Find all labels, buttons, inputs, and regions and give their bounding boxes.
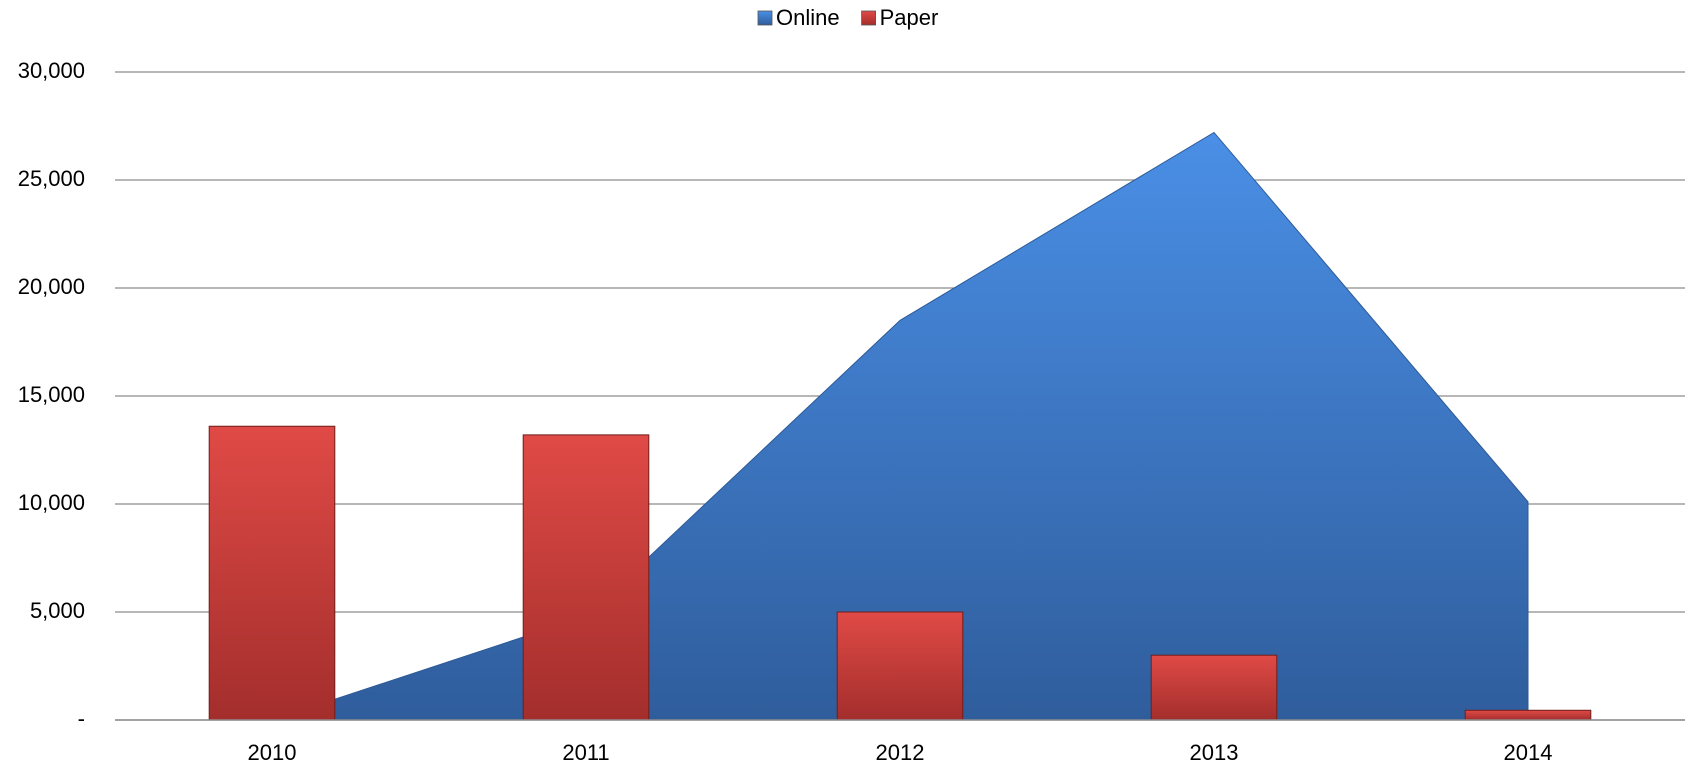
y-tick-label: 25,000 xyxy=(18,166,85,191)
x-tick-label: 2014 xyxy=(1504,740,1553,765)
y-tick-label: 20,000 xyxy=(18,274,85,299)
bar xyxy=(208,425,336,721)
bar xyxy=(836,611,964,721)
bar xyxy=(1150,654,1278,721)
y-tick-label: 5,000 xyxy=(30,598,85,623)
legend-label: Paper xyxy=(880,5,939,30)
legend-label: Online xyxy=(776,5,840,30)
x-tick-label: 2012 xyxy=(876,740,925,765)
bar xyxy=(1464,709,1592,721)
y-tick-label: 15,000 xyxy=(18,382,85,407)
x-tick-label: 2010 xyxy=(248,740,297,765)
legend-swatch xyxy=(757,10,773,26)
x-tick-label: 2011 xyxy=(562,740,609,765)
y-tick-label: 30,000 xyxy=(18,58,85,83)
bar xyxy=(522,434,650,721)
y-tick-label: 10,000 xyxy=(18,490,85,515)
y-tick-label: - xyxy=(78,706,85,731)
x-tick-label: 2013 xyxy=(1190,740,1239,765)
legend-swatch xyxy=(861,10,876,26)
